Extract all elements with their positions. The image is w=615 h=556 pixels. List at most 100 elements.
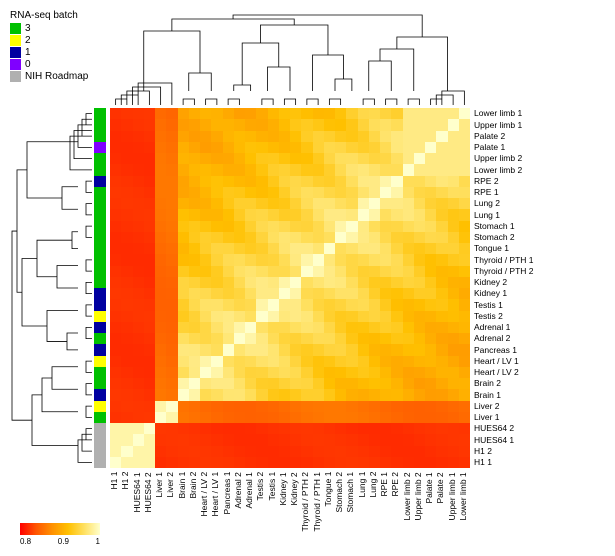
batch-cell xyxy=(94,119,106,130)
legend-label: 3 xyxy=(25,23,31,34)
row-label: Testis 1 xyxy=(474,299,534,310)
batch-cell xyxy=(94,288,106,299)
batch-cell xyxy=(94,322,106,333)
column-label: Heart / LV 1 xyxy=(211,472,222,532)
column-label: Thyroid / PTH 1 xyxy=(313,472,324,532)
column-label: Lower limb 1 xyxy=(459,472,470,532)
row-label: HUES64 1 xyxy=(474,434,534,445)
column-label: Testis 2 xyxy=(256,472,267,532)
batch-cell xyxy=(94,254,106,265)
row-label: Liver 2 xyxy=(474,401,534,412)
row-label: Upper limb 2 xyxy=(474,153,534,164)
legend-item: 1 xyxy=(10,47,88,58)
row-label: H1 2 xyxy=(474,446,534,457)
row-label: Brain 1 xyxy=(474,389,534,400)
row-label: RPE 2 xyxy=(474,176,534,187)
colorbar-tick: 1 xyxy=(96,537,100,546)
batch-cell xyxy=(94,311,106,322)
row-label: Heart / LV 2 xyxy=(474,367,534,378)
column-label: H1 2 xyxy=(121,472,132,532)
row-dendrogram xyxy=(8,108,92,468)
column-label: HUES64 1 xyxy=(133,472,144,532)
colorbar-tick: 0.9 xyxy=(58,537,69,546)
legend-item: 3 xyxy=(10,23,88,34)
column-label: Lung 1 xyxy=(358,472,369,532)
batch-cell xyxy=(94,423,106,434)
legend-swatch xyxy=(10,59,21,70)
row-label: Thyroid / PTH 1 xyxy=(474,254,534,265)
column-label: Upper limb 1 xyxy=(448,472,459,532)
column-label: Thyroid / PTH 2 xyxy=(301,472,312,532)
batch-cell xyxy=(94,176,106,187)
batch-cell xyxy=(94,243,106,254)
column-dendrogram xyxy=(110,10,470,105)
batch-cell xyxy=(94,389,106,400)
legend-item: 0 xyxy=(10,59,88,70)
row-label: Testis 2 xyxy=(474,311,534,322)
colorbar-ticks: 0.8 0.9 1 xyxy=(20,537,100,546)
row-label: Kidney 2 xyxy=(474,277,534,288)
colorbar-tick: 0.8 xyxy=(20,537,31,546)
row-label: Brain 2 xyxy=(474,378,534,389)
batch-cell xyxy=(94,457,106,468)
row-label: Lower limb 1 xyxy=(474,108,534,119)
row-label: RPE 1 xyxy=(474,187,534,198)
column-label: RPE 2 xyxy=(391,472,402,532)
batch-cell xyxy=(94,434,106,445)
legend-swatch xyxy=(10,47,21,58)
colorbar-gradient xyxy=(20,523,100,535)
column-label: Pancreas 1 xyxy=(223,472,234,532)
legend-label: NIH Roadmap xyxy=(25,71,88,82)
batch-cell xyxy=(94,344,106,355)
row-label: Pancreas 1 xyxy=(474,344,534,355)
batch-cell xyxy=(94,131,106,142)
legend-label: 1 xyxy=(25,47,31,58)
row-labels: Lower limb 1Upper limb 1Palate 2Palate 1… xyxy=(474,108,534,468)
batch-cell xyxy=(94,333,106,344)
row-label: Lower limb 2 xyxy=(474,164,534,175)
legend-label: 0 xyxy=(25,59,31,70)
batch-cell xyxy=(94,277,106,288)
batch-cell xyxy=(94,412,106,423)
row-label: Stomach 1 xyxy=(474,221,534,232)
column-label: Lower limb 2 xyxy=(403,472,414,532)
row-label: Adrenal 1 xyxy=(474,322,534,333)
correlation-heatmap xyxy=(110,108,470,468)
batch-cell xyxy=(94,164,106,175)
batch-cell xyxy=(94,232,106,243)
batch-cell xyxy=(94,378,106,389)
batch-annotation-column xyxy=(94,108,106,468)
colorbar: 0.8 0.9 1 xyxy=(20,523,100,546)
row-label: Tongue 1 xyxy=(474,243,534,254)
batch-cell xyxy=(94,198,106,209)
row-label: Lung 2 xyxy=(474,198,534,209)
legend-item: 2 xyxy=(10,35,88,46)
row-label: H1 1 xyxy=(474,457,534,468)
batch-cell xyxy=(94,356,106,367)
row-label: Liver 1 xyxy=(474,412,534,423)
batch-cell xyxy=(94,401,106,412)
column-labels: H1 1H1 2HUES64 1HUES64 2Liver 1Liver 2Br… xyxy=(110,472,470,532)
batch-cell xyxy=(94,187,106,198)
row-label: HUES64 2 xyxy=(474,423,534,434)
row-label: Stomach 2 xyxy=(474,232,534,243)
batch-cell xyxy=(94,108,106,119)
legend-title: RNA-seq batch xyxy=(10,10,88,21)
batch-cell xyxy=(94,446,106,457)
column-label: Brain 1 xyxy=(178,472,189,532)
row-label: Lung 1 xyxy=(474,209,534,220)
row-label: Heart / LV 1 xyxy=(474,356,534,367)
batch-cell xyxy=(94,221,106,232)
column-label: Testis 1 xyxy=(268,472,279,532)
batch-cell xyxy=(94,209,106,220)
batch-cell xyxy=(94,142,106,153)
row-label: Kidney 1 xyxy=(474,288,534,299)
legend-swatch xyxy=(10,35,21,46)
row-label: Palate 2 xyxy=(474,131,534,142)
legend-item: NIH Roadmap xyxy=(10,71,88,82)
legend-swatch xyxy=(10,71,21,82)
batch-cell xyxy=(94,266,106,277)
legend-label: 2 xyxy=(25,35,31,46)
row-label: Upper limb 1 xyxy=(474,119,534,130)
batch-cell xyxy=(94,367,106,378)
